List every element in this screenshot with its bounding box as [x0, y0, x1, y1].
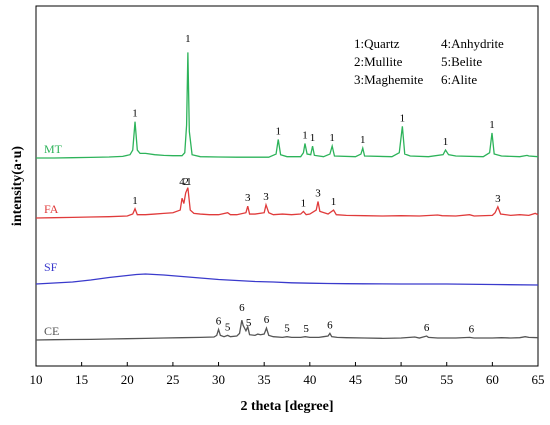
peak-label: 1 [302, 129, 308, 141]
series-line-ce [35, 320, 539, 341]
series-line-sf [35, 273, 539, 286]
series-name-ce: CE [44, 324, 59, 338]
peak-label: 1 [275, 126, 281, 138]
x-tick-label: 50 [395, 372, 408, 387]
peak-label: 3 [263, 191, 269, 203]
x-tick-label: 65 [532, 372, 545, 387]
peak-label: 6 [264, 314, 270, 326]
x-tick-label: 45 [349, 372, 362, 387]
legend-entry: 3:Maghemite [354, 72, 424, 87]
peak-label: 1 [329, 132, 335, 144]
legend-entry: 5:Belite [441, 54, 482, 69]
peak-label: 1 [185, 33, 191, 45]
legend-entry: 2:Mullite [354, 54, 403, 69]
y-axis-label: intensity(a·u) [10, 146, 25, 226]
series-line-fa [35, 187, 539, 219]
x-tick-label: 20 [121, 372, 134, 387]
peak-label: 6 [327, 319, 333, 331]
x-tick-label: 30 [212, 372, 225, 387]
peak-label: 5 [284, 323, 290, 335]
peak-label: 1 [331, 196, 337, 208]
series-name-sf: SF [44, 260, 58, 274]
peak-label: 1 [489, 119, 495, 131]
peak-label: 6 [239, 302, 245, 314]
series-line-mt [36, 52, 539, 159]
peak-label: 6 [424, 322, 430, 334]
plot-frame [35, 5, 539, 367]
peak-label: 1 [186, 176, 192, 188]
peak-label: 5 [225, 321, 231, 333]
peak-label: 3 [245, 192, 251, 204]
series-name-mt: MT [44, 142, 63, 156]
legend-entry: 4:Anhydrite [441, 36, 504, 51]
x-tick-label: 35 [258, 372, 271, 387]
peak-label: 6 [469, 324, 475, 336]
peak-label: 4 [179, 176, 185, 188]
x-tick-label: 55 [440, 372, 453, 387]
peak-label: 5 [246, 317, 252, 329]
peak-label: 1 [301, 197, 307, 209]
x-tick-label: 40 [303, 372, 316, 387]
peak-label: 5 [303, 323, 309, 335]
peak-label: 2 [183, 176, 189, 188]
legend-entry: 1:Quartz [354, 36, 400, 51]
legend-entry: 6:Alite [441, 72, 477, 87]
peak-label: 1 [132, 195, 138, 207]
peak-label: 1 [310, 132, 316, 144]
x-tick-label: 60 [486, 372, 499, 387]
x-tick-label: 10 [30, 372, 43, 387]
peak-label: 1 [443, 136, 449, 148]
x-axis-label: 2 theta [degree] [240, 399, 333, 414]
x-tick-label: 15 [75, 372, 88, 387]
peak-label: 3 [495, 193, 501, 205]
peak-label: 1 [360, 134, 366, 146]
peak-label: 1 [132, 108, 138, 120]
peak-label: 1 [400, 112, 406, 124]
peak-label: 6 [216, 315, 222, 327]
peak-label: 3 [315, 188, 321, 200]
x-tick-label: 25 [166, 372, 179, 387]
series-name-fa: FA [44, 202, 59, 216]
